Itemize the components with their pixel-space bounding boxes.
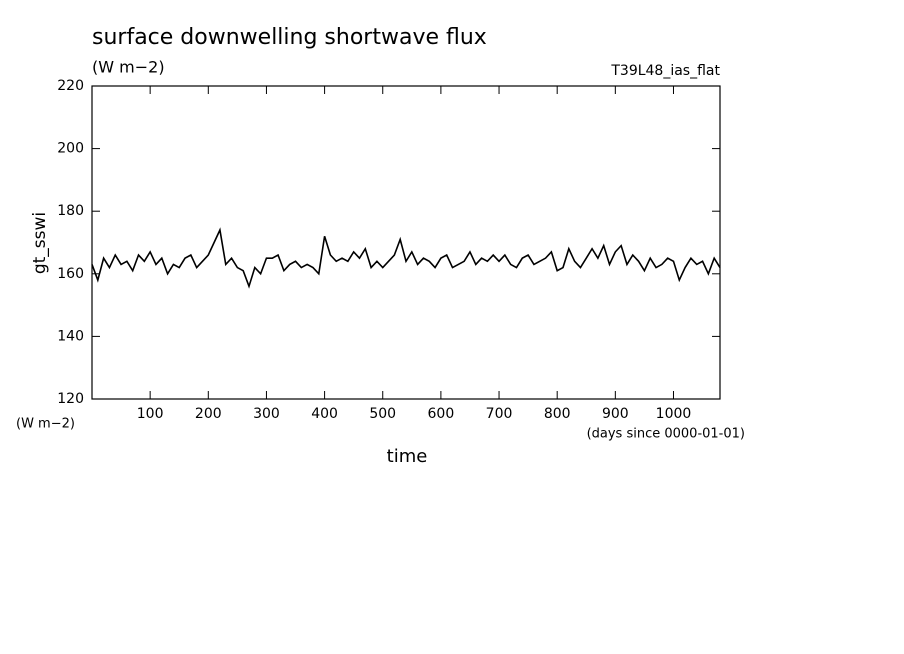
- x-tick-label: 800: [544, 406, 571, 422]
- y-tick-label: 220: [57, 78, 84, 94]
- y-tick-label: 160: [57, 266, 84, 282]
- y-tick-label: 200: [57, 141, 84, 157]
- chart-title: surface downwelling shortwave flux: [92, 25, 487, 50]
- chart-subtitle: (W m−2): [92, 58, 165, 77]
- x-tick-label: 700: [486, 406, 513, 422]
- y-tick-label: 180: [57, 203, 84, 219]
- y-unit: (W m−2): [16, 417, 75, 432]
- x-axis-label: time: [387, 446, 428, 467]
- y-tick-label: 140: [57, 328, 84, 344]
- x-tick-label: 600: [428, 406, 455, 422]
- x-tick-label: 1000: [656, 406, 692, 422]
- x-tick-label: 500: [369, 406, 396, 422]
- run-label: T39L48_ias_flat: [610, 63, 720, 79]
- x-tick-label: 200: [195, 406, 222, 422]
- x-tick-label: 100: [137, 406, 164, 422]
- y-axis-label: gt_sswi: [30, 212, 50, 274]
- y-tick-label: 120: [57, 391, 84, 407]
- data-line: [91, 227, 721, 289]
- x-tick-label: 300: [253, 406, 280, 422]
- plot-frame: [91, 85, 721, 400]
- x-unit: (days since 0000-01-01): [587, 427, 745, 442]
- x-tick-label: 400: [311, 406, 338, 422]
- x-tick-label: 900: [602, 406, 629, 422]
